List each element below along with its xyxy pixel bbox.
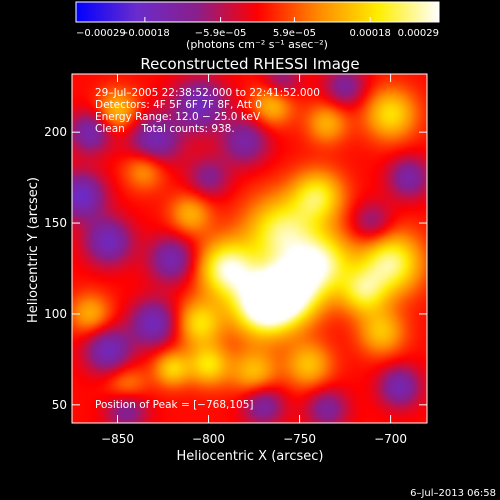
x-tick-label: −700 (374, 432, 407, 446)
annotation-time-range: 29–Jul–2005 22:38:52.000 to 22:41:52.000 (95, 87, 320, 99)
heatmap-image (72, 74, 427, 423)
annotation-detectors: Detectors: 4F 5F 6F 7F 8F, Att 0 (95, 99, 262, 111)
colorbar-tick-label: −5.9e−05 (195, 28, 247, 39)
y-tick-label: 100 (44, 307, 67, 321)
chart-title: Reconstructed RHESSI Image (140, 55, 359, 73)
y-tick-label: 200 (44, 125, 67, 139)
x-axis-label: Heliocentric X (arcsec) (177, 449, 324, 464)
colorbar (76, 2, 439, 22)
x-tick-label: −750 (283, 432, 316, 446)
colorbar-tick-label: −0.00018 (120, 28, 170, 39)
x-tick-label: −800 (192, 432, 225, 446)
colorbar-tick-label: 0.00018 (349, 28, 390, 39)
x-tick-label: −850 (101, 432, 134, 446)
y-tick-label: 150 (44, 216, 67, 230)
y-axis: 50 100 150 200 (44, 125, 427, 412)
plot-frame (71, 73, 428, 424)
footer-timestamp: 6–Jul–2013 06:58 (410, 488, 496, 499)
colorbar-tick-label: 5.9e−05 (273, 28, 316, 39)
colorbar-unit-label: (photons cm⁻² s⁻¹ asec⁻²) (186, 38, 328, 51)
y-axis-label: Heliocentric Y (arcsec) (26, 177, 41, 323)
colorbar-tick-label: 0.00029 (398, 28, 439, 39)
annotation-clean: Clean Total counts: 938. (95, 123, 235, 135)
colorbar-tick-label: −0.00029 (76, 28, 126, 39)
annotations: 29–Jul–2005 22:38:52.000 to 22:41:52.000… (95, 87, 320, 411)
annotation-energy: Energy Range: 12.0 − 25.0 keV (95, 111, 261, 123)
y-tick-label: 50 (52, 398, 67, 412)
colorbar-ticks: −0.00029−0.00018 −5.9e−05 5.9e−05 0.00018 0.… (75, 17, 440, 39)
colorbar-frame (75, 1, 440, 23)
annotation-peak: Position of Peak = [−768,105] (95, 399, 254, 411)
x-axis: −850 −800 −750 −700 (101, 74, 407, 446)
heatmap-plot (71, 73, 428, 424)
